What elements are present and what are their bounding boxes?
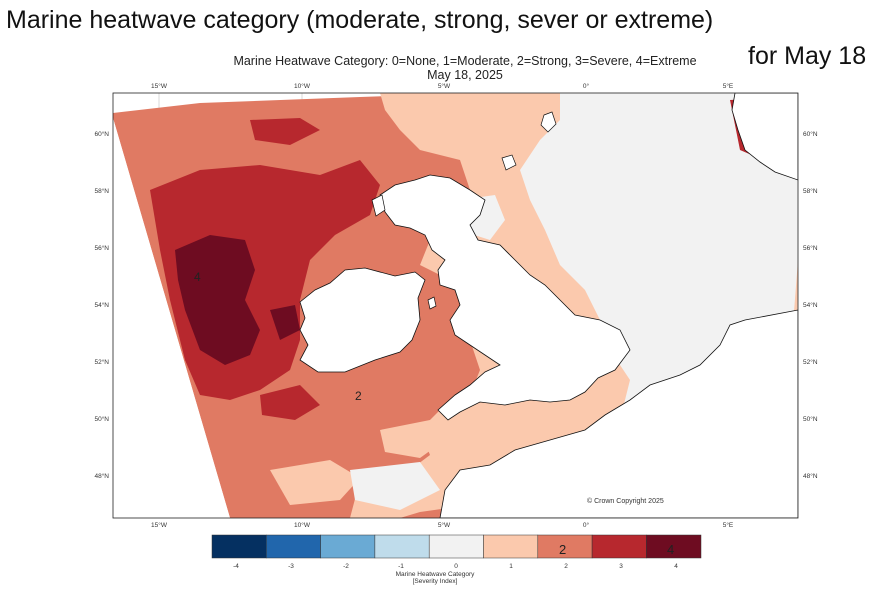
colorbar-bin [483, 534, 539, 559]
lon-tick-bottom: 5°W [438, 521, 451, 529]
lon-tick-top: 15°W [151, 82, 168, 90]
colorbar-tick: 1 [509, 563, 513, 570]
severe-patch-sw [260, 385, 320, 420]
colorbar-bin [374, 534, 430, 559]
moderate-patch-west [270, 460, 360, 505]
colorbar-label-line2: [Severity Index] [412, 578, 458, 585]
lon-tick-bottom: 15°W [151, 521, 168, 529]
colorbar-tick: 0 [454, 563, 458, 570]
lat-tick-right: 58°N [803, 187, 818, 195]
lat-tick-left: 52°N [94, 358, 109, 366]
plot-title-line1: Marine Heatwave Category: 0=None, 1=Mode… [233, 54, 697, 68]
headline: Marine heatwave category (moderate, stro… [6, 6, 714, 34]
lat-tick-right: 54°N [803, 301, 818, 309]
colorbar-annotation: 2 [559, 542, 567, 557]
colorbar-bin [320, 534, 376, 559]
lon-tick-top: 10°W [294, 82, 311, 90]
lon-ticks-bottom: 15°W 10°W 5°W 0° 5°E [151, 521, 734, 529]
moderate-patch-south [380, 420, 445, 458]
lon-tick-top: 0° [583, 82, 590, 90]
lat-tick-left: 50°N [94, 415, 109, 423]
lat-tick-right: 50°N [803, 415, 818, 423]
lat-tick-left: 48°N [94, 472, 109, 480]
extreme-region [175, 235, 260, 365]
colorbar-annotation: 4 [667, 542, 675, 557]
colorbar-tick: -1 [398, 563, 404, 570]
outside-swath [113, 118, 230, 518]
lat-tick-left: 60°N [94, 130, 109, 138]
colorbar-bin [428, 534, 484, 559]
plot-title: Marine Heatwave Category: 0=None, 1=Mode… [160, 54, 770, 82]
land-orkney [501, 154, 517, 171]
map-annotation-strong: 2 [355, 389, 362, 403]
colorbar [211, 534, 702, 559]
colorbar-label-line1: Marine Heatwave Category [395, 571, 475, 578]
land-hebrides [371, 194, 386, 217]
plot-title-line2: May 18, 2025 [427, 68, 503, 82]
lon-tick-bottom: 0° [583, 521, 590, 529]
colorbar-tick: 4 [674, 563, 678, 570]
land-ireland [299, 267, 426, 373]
colorbar-bin [646, 534, 702, 559]
colorbar-tick: -4 [233, 563, 239, 570]
map-annotation-extreme: 4 [194, 270, 201, 284]
severe-patch-north [250, 118, 320, 145]
colorbar-bin [591, 534, 647, 559]
lat-ticks-left: 60°N 58°N 56°N 54°N 52°N 50°N 48°N [94, 130, 109, 480]
land-great-britain [379, 174, 631, 421]
none-patch-2 [350, 462, 440, 510]
land-continent [439, 309, 798, 518]
lat-tick-right: 60°N [803, 130, 818, 138]
lat-tick-left: 56°N [94, 244, 109, 252]
extreme-patch [270, 305, 300, 340]
lat-ticks-right: 60°N 58°N 56°N 54°N 52°N 50°N 48°N [803, 130, 818, 480]
lat-tick-left: 54°N [94, 301, 109, 309]
copyright-notice: © Crown Copyright 2025 [587, 497, 664, 505]
lat-tick-right: 56°N [803, 244, 818, 252]
date-caption: for May 18 [748, 42, 867, 70]
land-isle-of-man [427, 296, 437, 310]
land-norway [731, 93, 798, 181]
lon-ticks-top: 15°W 10°W 5°W 0° 5°E [151, 82, 734, 90]
colorbar-tick: -2 [343, 563, 349, 570]
lon-tick-bottom: 5°E [723, 521, 734, 529]
lon-tick-top: 5°E [723, 82, 734, 90]
lat-tick-right: 52°N [803, 358, 818, 366]
colorbar-bin [266, 534, 321, 559]
lon-tick-bottom: 10°W [294, 521, 311, 529]
colorbar-tick: -3 [288, 563, 294, 570]
lat-tick-right: 48°N [803, 472, 818, 480]
colorbar-label: Marine Heatwave Category [Severity Index… [360, 571, 510, 585]
map-frame [112, 92, 799, 519]
colorbar-tick: 3 [619, 563, 623, 570]
colorbar-bin [211, 534, 267, 559]
land-shetland [540, 111, 557, 133]
lon-tick-top: 5°W [438, 82, 451, 90]
lat-tick-left: 58°N [94, 187, 109, 195]
colorbar-tick: 2 [564, 563, 568, 570]
